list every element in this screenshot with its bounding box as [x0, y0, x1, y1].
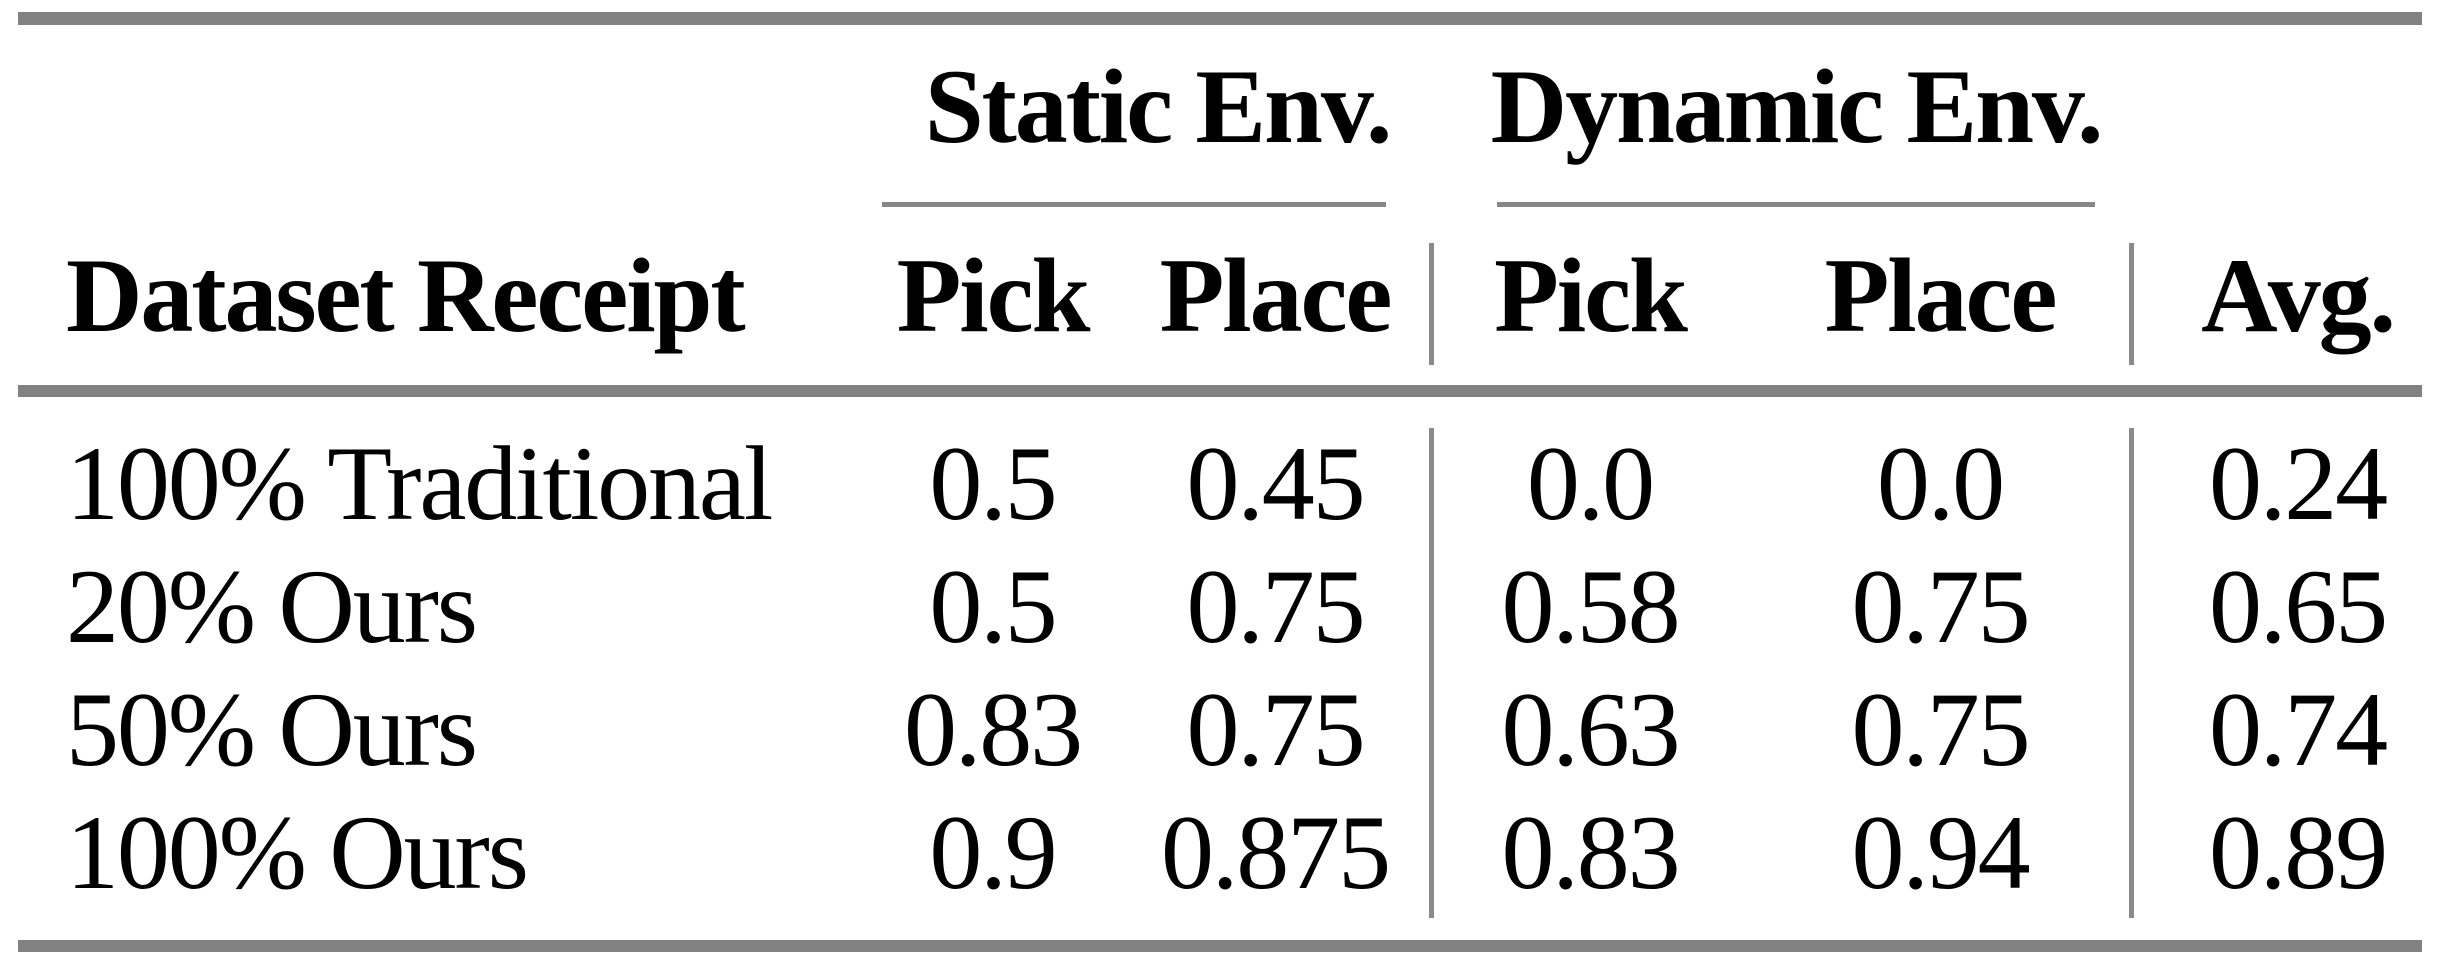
bottom-rule	[18, 940, 2422, 952]
header-cell-avg: Avg.	[2201, 237, 2396, 354]
cell-avg: 0.65	[2208, 547, 2388, 665]
row-label: 100% Traditional	[66, 424, 773, 542]
header-cell-dynamic-place: Place	[1824, 237, 2058, 354]
cell-dynamic-pick: 0.0	[1526, 424, 1655, 542]
static-env-underline	[882, 202, 1386, 207]
cell-dynamic-pick: 0.63	[1501, 670, 1680, 788]
header-separator-rule	[18, 385, 2422, 397]
cell-static-pick: 0.5	[929, 547, 1057, 665]
cell-avg: 0.74	[2208, 670, 2388, 788]
header-cell-static-pick: Pick	[896, 237, 1091, 354]
vertical-separator-static-dynamic-header	[1429, 243, 1434, 365]
column-header-row: Dataset Receipt Pick Place Pick Place Av…	[16, 207, 2424, 385]
cell-static-pick: 0.9	[929, 793, 1057, 911]
table-row: 100% Traditional 0.5 0.45 0.0 0.0 0.24	[16, 422, 2424, 545]
cell-static-place: 0.75	[1186, 547, 1365, 665]
table-row: 50% Ours 0.83 0.75 0.63 0.75 0.74	[16, 668, 2424, 791]
row-label: 20% Ours	[66, 547, 478, 665]
cell-dynamic-place: 0.75	[1851, 547, 2030, 665]
vertical-separator-static-dynamic-body	[1429, 428, 1434, 918]
cell-static-place: 0.45	[1186, 424, 1365, 542]
dynamic-env-underline	[1497, 202, 2095, 207]
cell-static-pick: 0.5	[929, 424, 1057, 542]
group-header-static-env: Static Env.	[924, 48, 1393, 165]
table-row: 100% Ours 0.9 0.875 0.83 0.94 0.89	[16, 791, 2424, 914]
row-label: 50% Ours	[66, 670, 478, 788]
cell-dynamic-place: 0.75	[1851, 670, 2030, 788]
cell-static-pick: 0.83	[903, 670, 1083, 788]
row-label: 100% Ours	[66, 793, 529, 911]
cell-dynamic-place: 0.0	[1876, 424, 2005, 542]
column-group-header-row: Static Env. Dynamic Env.	[16, 12, 2424, 202]
header-cell-static-place: Place	[1159, 237, 1393, 354]
header-cell-dataset-receipt: Dataset Receipt	[66, 237, 746, 354]
group-header-dynamic-env: Dynamic Env.	[1490, 48, 2104, 165]
cell-dynamic-pick: 0.58	[1501, 547, 1680, 665]
cell-avg: 0.89	[2208, 793, 2388, 911]
cell-static-place: 0.875	[1161, 793, 1391, 911]
header-cell-dynamic-pick: Pick	[1494, 237, 1688, 354]
cell-dynamic-pick: 0.83	[1501, 793, 1680, 911]
cell-dynamic-place: 0.94	[1851, 793, 2030, 911]
cell-avg: 0.24	[2208, 424, 2388, 542]
cell-static-place: 0.75	[1186, 670, 1365, 788]
vertical-separator-dynamic-avg-body	[2129, 428, 2134, 918]
vertical-separator-dynamic-avg-header	[2129, 243, 2134, 365]
top-rule	[18, 12, 2422, 25]
table-row: 20% Ours 0.5 0.75 0.58 0.75 0.65	[16, 545, 2424, 668]
